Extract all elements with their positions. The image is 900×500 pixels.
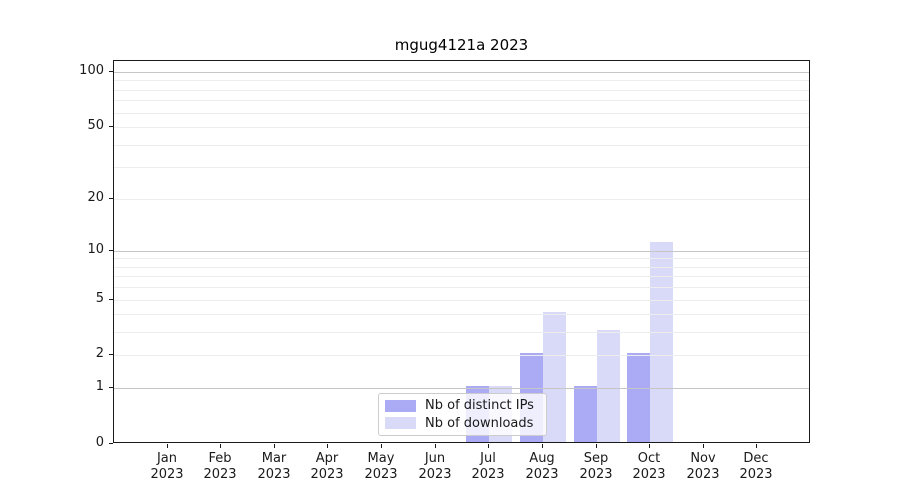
x-tick-label-feb-2023: Feb 2023 xyxy=(192,451,248,483)
x-tick-year: 2023 xyxy=(471,467,505,482)
y-tick-label-10: 10 xyxy=(87,242,104,257)
gridline-y-40 xyxy=(114,144,809,146)
x-tick-month: Jul xyxy=(480,451,496,466)
x-tick-label-nov-2023: Nov 2023 xyxy=(675,451,731,483)
x-tick-month: Jun xyxy=(424,451,446,466)
x-tick-month: Dec xyxy=(743,451,769,466)
x-tick-label-oct-2023: Oct 2023 xyxy=(621,451,677,483)
gridline-y-3 xyxy=(114,332,809,334)
gridline-y-70 xyxy=(114,100,809,102)
legend-item-distinct-ips: Nb of distinct IPs xyxy=(385,398,538,413)
gridline-y-5 xyxy=(114,299,809,301)
x-tick-label-sep-2023: Sep 2023 xyxy=(568,451,624,483)
y-tick-label-1: 1 xyxy=(95,379,104,394)
gridline-y-2 xyxy=(114,355,809,357)
gridline-y-1 xyxy=(114,388,809,390)
gridline-y-10 xyxy=(114,250,809,252)
x-tick-mark-dec-2023 xyxy=(756,444,757,448)
gridline-y-30 xyxy=(114,167,809,169)
x-tick-month: Jan xyxy=(156,451,178,466)
x-tick-year: 2023 xyxy=(257,467,291,482)
bar-nb-of-downloads-aug-2023 xyxy=(542,312,566,442)
legend-item-downloads: Nb of downloads xyxy=(385,416,538,431)
legend-swatch-downloads xyxy=(385,417,416,430)
y-tick-mark-10 xyxy=(109,250,113,251)
y-tick-mark-1 xyxy=(109,387,113,388)
gridline-y-100 xyxy=(114,71,809,73)
x-tick-mark-jan-2023 xyxy=(167,444,168,448)
bar-nb-of-distinct-ips-oct-2023 xyxy=(627,353,651,442)
plot-area xyxy=(113,60,810,443)
x-tick-mark-mar-2023 xyxy=(274,444,275,448)
x-tick-label-jul-2023: Jul 2023 xyxy=(460,451,516,483)
x-tick-mark-nov-2023 xyxy=(703,444,704,448)
x-tick-year: 2023 xyxy=(686,467,720,482)
gridline-y-9 xyxy=(114,258,809,260)
x-tick-year: 2023 xyxy=(150,467,184,482)
chart-title: mgug4121a 2023 xyxy=(394,36,529,54)
x-tick-month: Sep xyxy=(583,451,609,466)
x-tick-year: 2023 xyxy=(525,467,559,482)
legend-swatch-distinct-ips xyxy=(385,399,416,412)
bar-nb-of-downloads-sep-2023 xyxy=(596,330,620,442)
x-tick-month: Oct xyxy=(637,451,661,466)
x-tick-year: 2023 xyxy=(579,467,613,482)
x-tick-month: Aug xyxy=(529,451,555,466)
x-tick-mark-sep-2023 xyxy=(596,444,597,448)
gridline-y-50 xyxy=(114,127,809,129)
x-tick-label-apr-2023: Apr 2023 xyxy=(299,451,355,483)
y-tick-label-5: 5 xyxy=(95,291,104,306)
x-tick-month: May xyxy=(367,451,395,466)
x-tick-month: Feb xyxy=(208,451,232,466)
bar-nb-of-distinct-ips-sep-2023 xyxy=(573,386,597,442)
y-tick-mark-100 xyxy=(109,71,113,72)
y-tick-mark-50 xyxy=(109,126,113,127)
y-tick-label-20: 20 xyxy=(87,190,104,205)
gridline-y-60 xyxy=(114,112,809,114)
x-tick-month: Apr xyxy=(315,451,339,466)
x-tick-year: 2023 xyxy=(418,467,452,482)
y-tick-mark-5 xyxy=(109,299,113,300)
x-tick-label-jun-2023: Jun 2023 xyxy=(407,451,463,483)
bar-nb-of-downloads-oct-2023 xyxy=(650,241,674,442)
x-tick-mark-oct-2023 xyxy=(649,444,650,448)
x-tick-mark-apr-2023 xyxy=(327,444,328,448)
x-tick-mark-feb-2023 xyxy=(220,444,221,448)
gridline-y-4 xyxy=(114,314,809,316)
y-tick-label-2: 2 xyxy=(95,346,104,361)
x-tick-year: 2023 xyxy=(739,467,773,482)
gridline-y-80 xyxy=(114,89,809,91)
y-tick-mark-0 xyxy=(109,443,113,444)
legend-label-downloads: Nb of downloads xyxy=(425,415,534,431)
x-tick-label-jan-2023: Jan 2023 xyxy=(139,451,195,483)
legend: Nb of distinct IPs Nb of downloads xyxy=(378,393,547,436)
x-tick-label-mar-2023: Mar 2023 xyxy=(246,451,302,483)
gridline-y-8 xyxy=(114,266,809,268)
gridline-y-20 xyxy=(114,198,809,200)
x-tick-label-aug-2023: Aug 2023 xyxy=(514,451,570,483)
x-tick-mark-jun-2023 xyxy=(435,444,436,448)
x-tick-year: 2023 xyxy=(203,467,237,482)
x-tick-month: Nov xyxy=(690,451,716,466)
y-tick-label-0: 0 xyxy=(95,435,104,450)
gridline-y-90 xyxy=(114,80,809,82)
x-tick-month: Mar xyxy=(261,451,287,466)
y-tick-label-100: 100 xyxy=(79,63,104,78)
x-tick-label-may-2023: May 2023 xyxy=(353,451,409,483)
x-tick-mark-may-2023 xyxy=(381,444,382,448)
x-tick-year: 2023 xyxy=(310,467,344,482)
gridline-y-7 xyxy=(114,276,809,278)
x-tick-mark-jul-2023 xyxy=(488,444,489,448)
y-tick-mark-20 xyxy=(109,198,113,199)
y-tick-label-50: 50 xyxy=(87,118,104,133)
legend-label-distinct-ips: Nb of distinct IPs xyxy=(425,398,534,414)
x-tick-label-dec-2023: Dec 2023 xyxy=(728,451,784,483)
x-tick-mark-aug-2023 xyxy=(542,444,543,448)
x-tick-year: 2023 xyxy=(632,467,666,482)
x-tick-year: 2023 xyxy=(364,467,398,482)
y-tick-mark-2 xyxy=(109,354,113,355)
gridline-y-6 xyxy=(114,287,809,289)
